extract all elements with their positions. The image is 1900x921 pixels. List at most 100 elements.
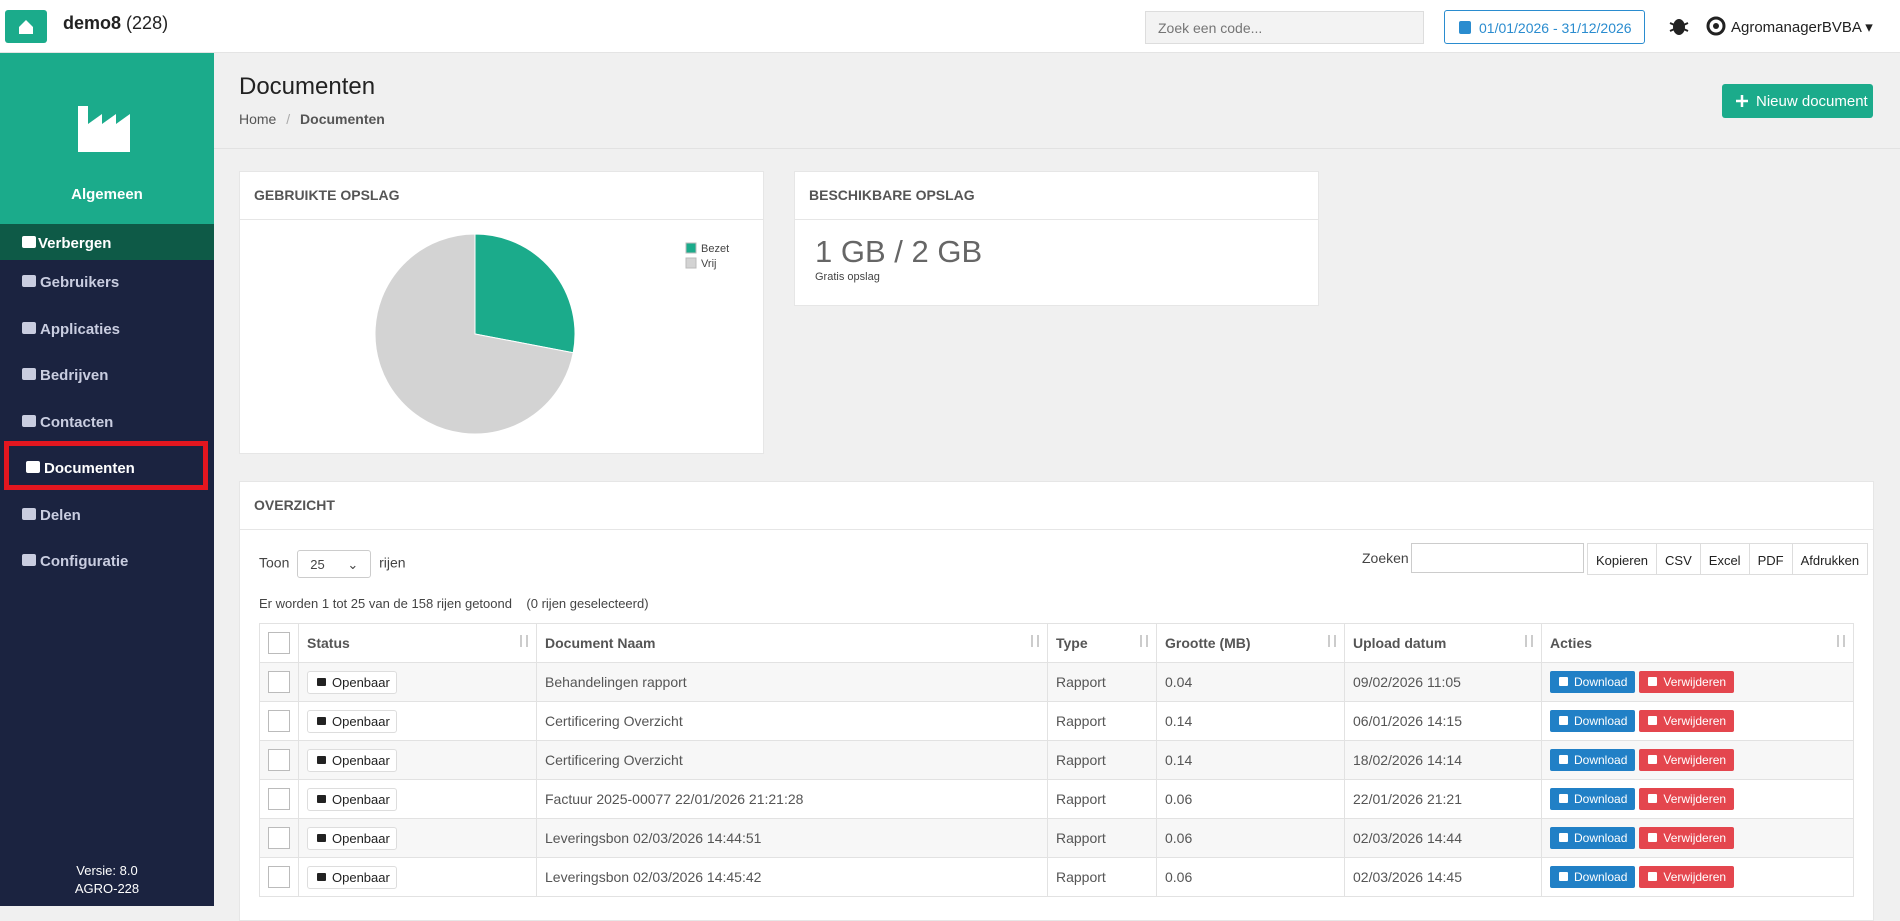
export-button[interactable]: CSV [1656, 543, 1701, 575]
download-button[interactable]: Download [1550, 671, 1636, 693]
column-header[interactable]: Grootte (MB) [1156, 623, 1345, 663]
row-checkbox[interactable] [268, 749, 290, 771]
download-button[interactable]: Download [1550, 788, 1636, 810]
selected-text: (0 rijen geselecteerd) [526, 596, 649, 611]
legend-label: Bezet [701, 243, 729, 255]
column-header[interactable]: Type [1047, 623, 1157, 663]
section-name: Algemeen [71, 186, 143, 203]
column-title: Upload datum [1353, 635, 1447, 651]
export-button[interactable]: Excel [1699, 543, 1750, 575]
cell-text: 0.14 [1165, 713, 1193, 729]
rows-label: rijen [379, 554, 406, 571]
menu-item[interactable]: Applicaties [0, 307, 214, 353]
download-button[interactable]: Download [1550, 749, 1636, 771]
delete-button[interactable]: Verwijderen [1639, 749, 1735, 771]
status-badge: Openbaar [307, 787, 397, 811]
cell-text: 0.04 [1165, 674, 1193, 690]
legend-label: Vrij [701, 258, 716, 270]
sidebar-header: Algemeen [0, 53, 214, 224]
download-button[interactable]: Download [1550, 710, 1636, 732]
plus-icon [1736, 95, 1748, 107]
cell: Rapport [1047, 662, 1157, 702]
pie-slice [374, 233, 574, 435]
sort-icon [520, 635, 528, 647]
cell: 0.06 [1156, 818, 1345, 858]
row-checkbox[interactable] [268, 827, 290, 849]
actions-cell: Download Verwijderen [1541, 779, 1854, 819]
menu-item[interactable]: Delen [0, 493, 214, 539]
breadcrumb-home[interactable]: Home [239, 111, 277, 127]
menu-icon [22, 321, 36, 334]
cell: Openbaar [298, 779, 537, 819]
date-range[interactable]: 01/01/2026 - 31/12/2026 [1444, 10, 1645, 44]
cell: Rapport [1047, 857, 1157, 897]
cell: 22/01/2026 21:21 [1344, 779, 1542, 819]
menu-item[interactable]: Bedrijven [0, 353, 214, 399]
cell: 02/03/2026 14:44 [1344, 818, 1542, 858]
used-storage-card: GEBRUIKTE OPSLAG Bezet Vrij [239, 171, 764, 454]
row-checkbox[interactable] [268, 788, 290, 810]
delete-button[interactable]: Verwijderen [1639, 671, 1735, 693]
code-search[interactable] [1145, 11, 1424, 44]
row-checkbox[interactable] [268, 671, 290, 693]
cell: Rapport [1047, 779, 1157, 819]
column-title: Type [1056, 635, 1088, 651]
new-document-button[interactable]: Nieuw document [1722, 84, 1873, 118]
sort-icon [1031, 635, 1039, 647]
card-title: BESCHIKBARE OPSLAG [795, 172, 1318, 220]
menu-item[interactable]: Contacten [0, 400, 214, 446]
new-document-text: Nieuw document [1756, 93, 1868, 110]
row-checkbox[interactable] [268, 866, 290, 888]
page-size-control: Toon 25 ⌄ rijen [259, 550, 406, 578]
user-menu[interactable]: AgromanagerBVBA ▾ [1731, 19, 1873, 36]
select-all[interactable] [268, 632, 290, 654]
column-header[interactable]: Upload datum [1344, 623, 1542, 663]
column-header[interactable]: Document Naam [536, 623, 1048, 663]
page-size: 25 [310, 557, 325, 572]
sort-icon [1525, 635, 1533, 647]
table-search[interactable] [1411, 543, 1584, 573]
delete-button[interactable]: Verwijderen [1639, 827, 1735, 849]
download-button[interactable]: Download [1550, 866, 1636, 888]
info-text: Er worden 1 tot 25 van de 158 rijen geto… [259, 596, 512, 611]
storage-note: Gratis opslag [815, 271, 880, 283]
export-button[interactable]: PDF [1748, 543, 1793, 575]
table-row: Openbaar Factuur 2025-00077 22/01/2026 21… [259, 779, 1854, 819]
column-header[interactable]: Status [298, 623, 537, 663]
status-badge: Openbaar [307, 670, 397, 694]
table-row: Openbaar Leveringsbon 02/03/2026 14:45:42… [259, 857, 1854, 897]
menu-item[interactable]: Documenten [0, 441, 214, 492]
legend-swatch [685, 257, 697, 269]
menu-label: Delen [40, 506, 81, 524]
cell-text: Rapport [1056, 674, 1106, 690]
cell-text: 22/01/2026 21:21 [1353, 791, 1462, 807]
cell: Certificering Overzicht [536, 701, 1048, 741]
search-label: Zoeken [1362, 550, 1409, 566]
select-all-cell [259, 623, 299, 663]
actions-cell: Download Verwijderen [1541, 701, 1854, 741]
cell: 0.14 [1156, 701, 1345, 741]
download-button[interactable]: Download [1550, 827, 1636, 849]
row-checkbox[interactable] [268, 710, 290, 732]
menu-item[interactable]: Configuratie [0, 539, 214, 585]
column-header[interactable]: Acties [1541, 623, 1854, 663]
delete-button[interactable]: Verwijderen [1639, 710, 1735, 732]
page-size-select[interactable]: 25 ⌄ [297, 550, 372, 578]
cell: Openbaar [298, 818, 537, 858]
toggle-sidebar[interactable]: Verbergen [0, 224, 214, 260]
menu-item[interactable]: Gebruikers [0, 260, 214, 306]
overview-card: OVERZICHT Toon 25 ⌄ rijen Zoeken Kopieren… [239, 481, 1874, 921]
cell-text: Certificering Overzicht [545, 713, 683, 729]
bug-icon[interactable] [1668, 15, 1690, 37]
export-button[interactable]: Afdrukken [1791, 543, 1869, 575]
table-row: Openbaar Certificering Overzicht Rapport 0.… [259, 701, 1854, 741]
factory-icon [78, 106, 130, 152]
delete-button[interactable]: Verwijderen [1639, 866, 1735, 888]
home-button[interactable] [5, 10, 47, 43]
cell: Leveringsbon 02/03/2026 14:45:42 [536, 857, 1048, 897]
cell-text: Leveringsbon 02/03/2026 14:45:42 [545, 869, 762, 885]
export-button[interactable]: Kopieren [1587, 543, 1658, 575]
column-title: Acties [1550, 635, 1593, 651]
card-title: GEBRUIKTE OPSLAG [240, 172, 763, 220]
delete-button[interactable]: Verwijderen [1639, 788, 1735, 810]
